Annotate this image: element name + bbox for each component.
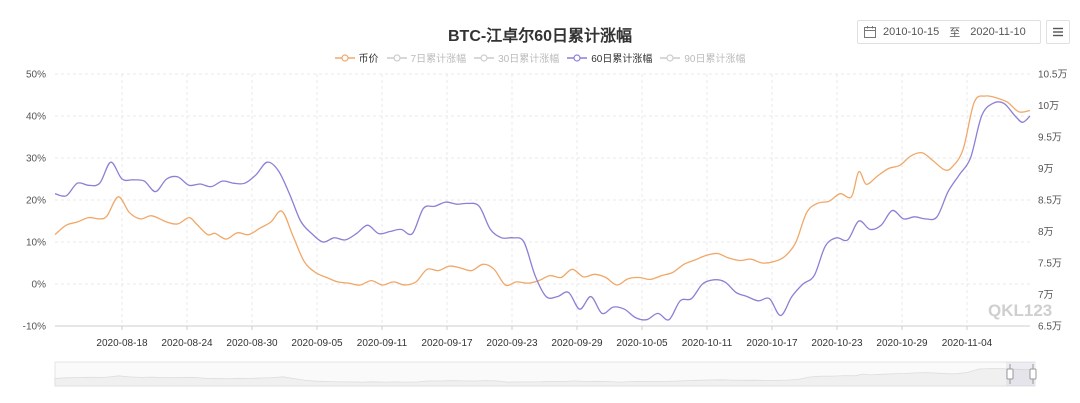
date-start[interactable]: 2010-10-15 [883, 26, 940, 38]
y-left-tick-label: 50% [26, 70, 46, 81]
legend-item-30d[interactable]: 30日累计涨幅 [474, 50, 559, 65]
legend-marker-icon [474, 53, 495, 62]
y-right-tick-label: 9.5万 [1038, 133, 1062, 144]
x-axis: 2020-08-18 2020-08-24 2020-08-30 2020-09-05… [55, 325, 1030, 349]
y-left-tick-label: -10% [23, 322, 46, 333]
legend-label: 7日累计涨幅 [410, 54, 467, 65]
date-range-picker[interactable]: 2010-10-15 至 2020-11-10 [857, 20, 1041, 44]
x-tick-label: 2020-10-29 [876, 338, 928, 349]
y-right-tick-label: 10万 [1038, 101, 1059, 112]
x-tick-label: 2020-08-24 [161, 338, 213, 349]
chart-title: BTC-江卓尔60日累计涨幅 [447, 28, 632, 45]
y-right-tick-label: 6.5万 [1038, 322, 1062, 333]
legend-item-7d[interactable]: 7日累计涨幅 [386, 50, 467, 65]
x-tick-label: 2020-10-23 [811, 338, 863, 349]
legend-label: 60日累计涨幅 [591, 54, 653, 65]
y-axis-right: 10.5万 10万 9.5万 9万 8.5万 8万 7.5万 7万 6.5万 [1038, 70, 1067, 333]
legend-label: 30日累计涨幅 [498, 54, 560, 65]
x-tick-label: 2020-09-11 [357, 338, 408, 349]
y-right-tick-label: 8万 [1038, 227, 1054, 238]
series-line-60d [54, 101, 1031, 321]
chart-grid [55, 73, 1030, 327]
y-left-tick-label: 30% [26, 154, 46, 165]
legend-item-60d[interactable]: 60日累计涨幅 [567, 50, 652, 65]
y-left-tick-label: 10% [26, 238, 46, 249]
chart-legend: 币价 7日累计涨幅 30日累计涨幅 60日累计涨幅 90日累计涨幅 [0, 50, 1080, 65]
y-left-tick-label: 0% [32, 280, 47, 291]
y-right-tick-label: 7万 [1038, 290, 1054, 301]
menu-button[interactable] [1046, 20, 1070, 44]
watermark-text: QKL123 [988, 301, 1052, 320]
legend-item-90d[interactable]: 90日累计涨幅 [660, 50, 745, 65]
y-left-tick-label: 20% [26, 196, 46, 207]
date-separator: 至 [949, 27, 961, 39]
zoom-handle-left[interactable] [1006, 364, 1014, 384]
y-left-tick-label: 40% [26, 112, 46, 123]
data-zoom-slider[interactable] [54, 361, 1037, 387]
x-tick-label: 2020-10-05 [616, 338, 668, 349]
y-axis-left: 50% 40% 30% 20% 10% 0% -10% [23, 70, 46, 333]
zoom-handle-right[interactable] [1029, 364, 1037, 384]
legend-marker-icon [334, 53, 355, 62]
x-tick-label: 2020-10-17 [746, 338, 798, 349]
y-right-tick-label: 10.5万 [1038, 70, 1067, 81]
y-right-tick-label: 8.5万 [1038, 196, 1062, 207]
x-tick-label: 2020-09-29 [551, 338, 603, 349]
y-right-tick-label: 9万 [1038, 164, 1054, 175]
date-end[interactable]: 2020-11-10 [970, 26, 1026, 38]
y-right-tick-label: 7.5万 [1038, 259, 1062, 270]
calendar-icon [864, 26, 876, 38]
zoom-preview [54, 368, 1036, 387]
x-tick-label: 2020-08-18 [96, 338, 148, 349]
x-tick-label: 2020-10-11 [682, 338, 733, 349]
x-tick-label: 2020-09-05 [291, 338, 343, 349]
legend-label: 90日累计涨幅 [684, 54, 746, 65]
legend-marker-icon [660, 53, 681, 62]
series-line-price [54, 95, 1031, 287]
watermark-logo: QKL123 [988, 301, 1052, 320]
x-tick-label: 2020-08-30 [226, 338, 278, 349]
hamburger-icon [1053, 27, 1063, 37]
legend-marker-icon [567, 53, 588, 62]
x-tick-label: 2020-09-17 [421, 338, 473, 349]
x-tick-label: 2020-09-23 [486, 338, 538, 349]
series-group [54, 95, 1031, 321]
legend-item-price[interactable]: 币价 [334, 50, 379, 65]
legend-marker-icon [386, 53, 407, 62]
legend-label: 币价 [358, 54, 379, 65]
x-tick-label: 2020-11-04 [942, 338, 993, 349]
